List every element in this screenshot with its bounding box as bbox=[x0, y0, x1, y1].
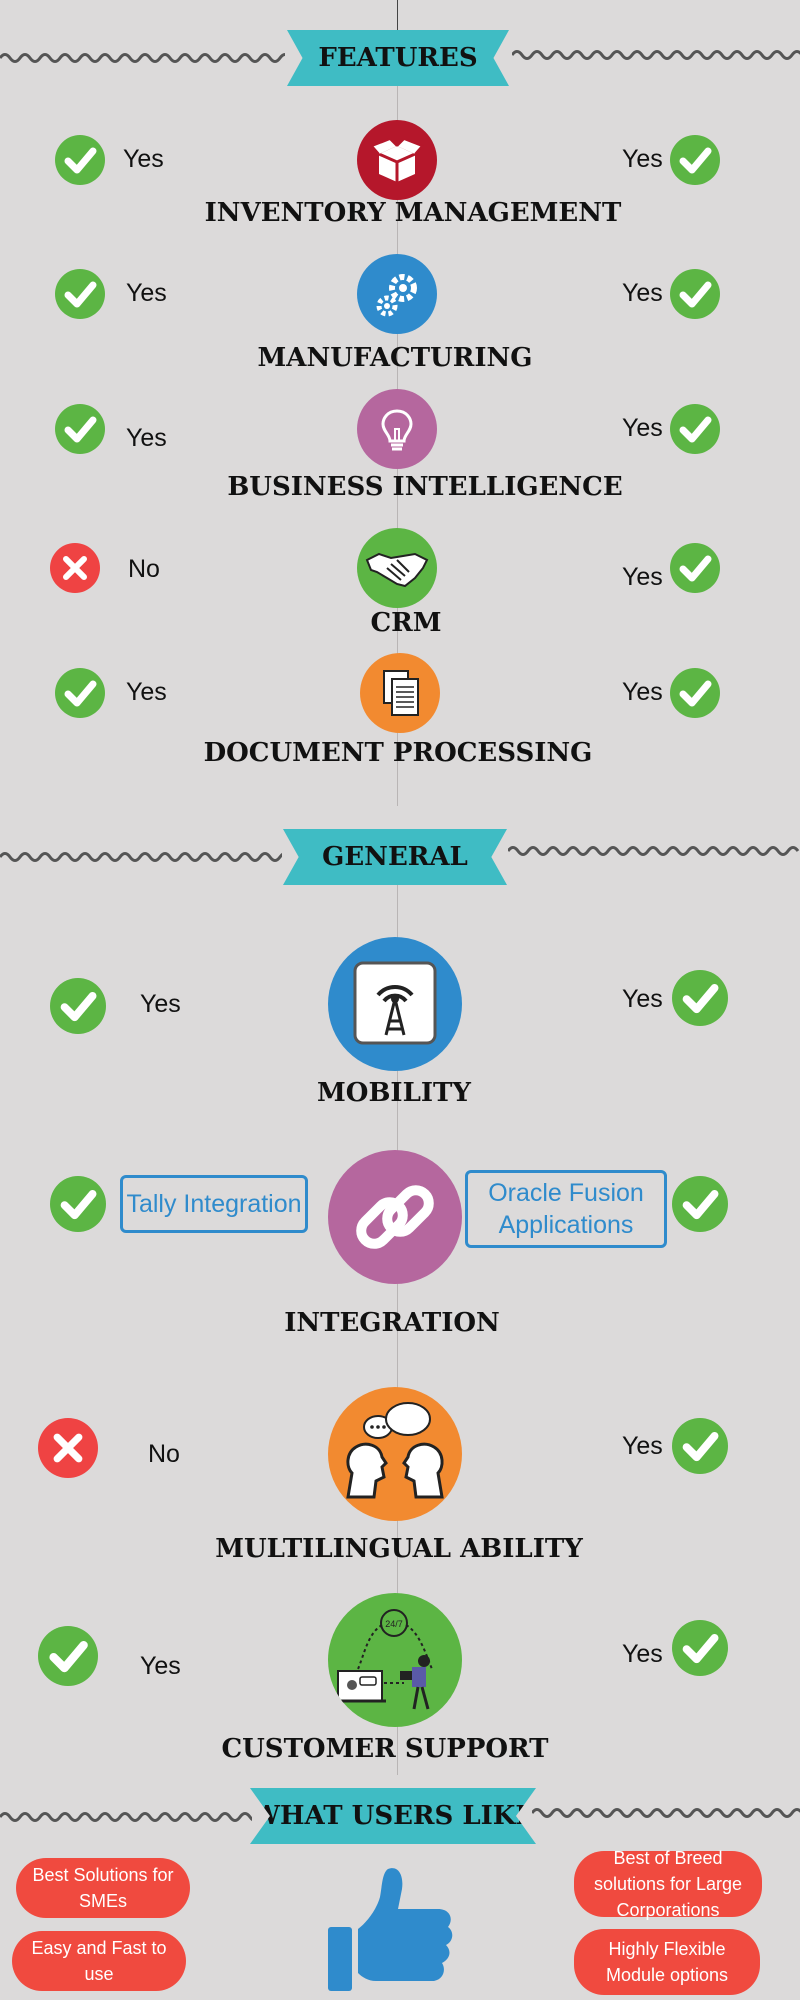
check-icon bbox=[38, 1626, 98, 1686]
check-icon bbox=[55, 404, 105, 454]
cross-icon bbox=[38, 1418, 98, 1478]
general-title: MOBILITY bbox=[317, 1078, 471, 1108]
oracle-fusion-line1: Oracle Fusion bbox=[488, 1178, 644, 1207]
check-icon bbox=[672, 1620, 728, 1676]
left-status-label: No bbox=[148, 1440, 180, 1468]
left-status-label: No bbox=[128, 555, 160, 583]
open-box-icon bbox=[357, 120, 437, 200]
gears-icon bbox=[357, 254, 437, 334]
oracle-fusion-box: Oracle Fusion Applications bbox=[465, 1170, 667, 1248]
general-title: CUSTOMER SUPPORT bbox=[221, 1734, 549, 1764]
right-status-label: Yes bbox=[622, 563, 663, 591]
left-status-label: Yes bbox=[126, 678, 167, 706]
general-title: MULTILINGUAL ABILITY bbox=[215, 1534, 583, 1564]
center-line-general bbox=[397, 885, 398, 1775]
left-status-label: Yes bbox=[126, 424, 167, 452]
wave-divider-right bbox=[512, 50, 800, 60]
support-desk-icon: 24/7 bbox=[328, 1593, 462, 1727]
signal-tower-icon bbox=[328, 937, 462, 1071]
right-status-label: Yes bbox=[622, 1432, 663, 1460]
right-status-label: Yes bbox=[622, 279, 663, 307]
feature-title: INVENTORY MANAGEMENT bbox=[204, 198, 622, 228]
wave-divider-left bbox=[0, 1812, 252, 1822]
section-banner-what-users-like: WHAT USERS LIKE bbox=[250, 1788, 536, 1844]
left-status-label: Yes bbox=[140, 1652, 181, 1680]
like-pill: Highly Flexible Module options bbox=[574, 1929, 760, 1995]
right-status-label: Yes bbox=[622, 1640, 663, 1668]
check-icon bbox=[672, 1418, 728, 1474]
thumbs-up-icon bbox=[326, 1853, 456, 1993]
support-badge: 24/7 bbox=[385, 1619, 403, 1629]
check-icon bbox=[672, 970, 728, 1026]
tally-integration-box: Tally Integration bbox=[120, 1175, 308, 1233]
right-status-label: Yes bbox=[622, 678, 663, 706]
left-status-label: Yes bbox=[123, 145, 164, 173]
right-status-label: Yes bbox=[622, 145, 663, 173]
check-icon bbox=[670, 668, 720, 718]
general-title: INTEGRATION bbox=[284, 1308, 500, 1338]
cross-icon bbox=[50, 543, 100, 593]
right-status-label: Yes bbox=[622, 414, 663, 442]
wave-divider-left bbox=[0, 852, 282, 862]
check-icon bbox=[55, 135, 105, 185]
wave-divider-right bbox=[532, 1808, 800, 1818]
feature-title: DOCUMENT PROCESSING bbox=[203, 738, 593, 768]
check-icon bbox=[50, 978, 106, 1034]
check-icon bbox=[670, 269, 720, 319]
lightbulb-icon bbox=[357, 389, 437, 469]
check-icon bbox=[670, 135, 720, 185]
speaking-heads-icon bbox=[328, 1387, 462, 1521]
check-icon bbox=[672, 1176, 728, 1232]
wave-divider-right bbox=[508, 846, 800, 856]
center-line-top bbox=[397, 0, 398, 30]
section-banner-features: FEATURES bbox=[287, 30, 509, 86]
check-icon bbox=[55, 269, 105, 319]
check-icon bbox=[55, 668, 105, 718]
oracle-fusion-line2: Applications bbox=[498, 1211, 634, 1239]
section-banner-general: GENERAL bbox=[283, 829, 507, 885]
link-chain-icon bbox=[328, 1150, 462, 1284]
left-status-label: Yes bbox=[126, 279, 167, 307]
left-status-label: Yes bbox=[140, 990, 181, 1018]
documents-icon bbox=[360, 653, 440, 733]
like-pill: Best Solutions for SMEs bbox=[16, 1858, 190, 1918]
like-pill: Easy and Fast to use bbox=[12, 1931, 186, 1991]
feature-title: MANUFACTURING bbox=[257, 343, 533, 373]
feature-title: CRM bbox=[370, 608, 442, 638]
wave-divider-left bbox=[0, 53, 285, 63]
check-icon bbox=[670, 543, 720, 593]
feature-title: BUSINESS INTELLIGENCE bbox=[227, 472, 623, 502]
check-icon bbox=[670, 404, 720, 454]
handshake-icon bbox=[357, 528, 437, 608]
right-status-label: Yes bbox=[622, 985, 663, 1013]
like-pill: Best of Breed solutions for Large Corpor… bbox=[574, 1848, 762, 1920]
check-icon bbox=[50, 1176, 106, 1232]
